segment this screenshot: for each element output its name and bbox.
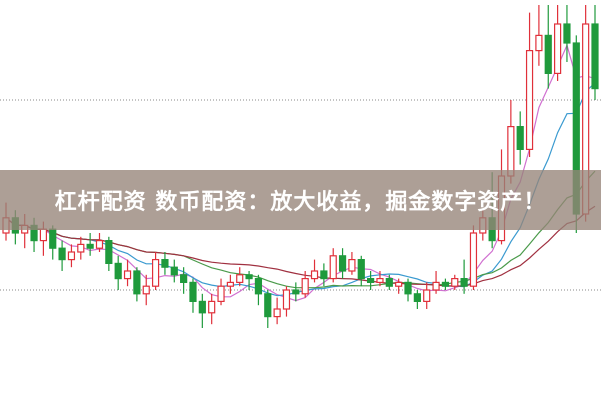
candle-body xyxy=(413,293,421,302)
candle-body xyxy=(133,270,141,295)
candle-body xyxy=(264,293,272,318)
candle-body xyxy=(338,255,347,272)
candle-body xyxy=(460,278,468,287)
candle-body xyxy=(236,274,244,283)
candle-body xyxy=(591,23,599,90)
candle-body xyxy=(329,255,337,280)
candle-body xyxy=(320,270,328,280)
candle-body xyxy=(451,278,459,287)
candle-body xyxy=(151,259,160,287)
candle-body xyxy=(535,34,543,52)
candle-body xyxy=(142,285,150,295)
candle-body xyxy=(441,281,450,287)
candle-body xyxy=(292,289,300,295)
candle-body xyxy=(423,289,431,302)
banner-title: 杠杆配资 数币配资：放大收益，掘金数字资产！ xyxy=(54,190,547,215)
candle-body xyxy=(404,281,412,295)
candle-body xyxy=(525,49,534,151)
candle-body xyxy=(114,262,122,280)
candle-body xyxy=(95,240,104,249)
candle-body xyxy=(469,232,478,287)
candle-body xyxy=(301,278,309,295)
candle-body xyxy=(39,228,47,242)
candle-body xyxy=(282,289,291,310)
candle-body xyxy=(217,285,225,303)
title-banner: 杠杆配资 数币配资：放大收益，掘金数字资产！ xyxy=(0,170,601,230)
candle-body xyxy=(161,259,169,268)
moving-average-line xyxy=(5,82,596,297)
candle-body xyxy=(385,278,393,287)
candle-body xyxy=(348,259,356,272)
candle-body xyxy=(198,300,206,314)
candle-body xyxy=(77,243,85,253)
candle-body xyxy=(208,300,216,314)
candle-body xyxy=(105,240,113,265)
candle-body xyxy=(123,270,132,280)
candle-body xyxy=(49,228,57,249)
candle-body xyxy=(245,274,253,280)
candle-body xyxy=(554,23,562,75)
candle-body xyxy=(376,278,384,284)
candle-body xyxy=(273,308,281,318)
candle-body xyxy=(180,274,188,283)
candle-body xyxy=(254,278,263,295)
candle-body xyxy=(67,251,76,261)
candle-body xyxy=(170,266,178,276)
candle-body xyxy=(58,247,66,261)
candle-body xyxy=(86,243,94,249)
candle-body xyxy=(563,23,571,44)
candle-body xyxy=(432,281,440,291)
candle-body xyxy=(516,125,524,150)
candle-body xyxy=(226,281,234,287)
candle-body xyxy=(544,34,552,75)
candle-body xyxy=(507,125,515,177)
candle-body xyxy=(310,270,319,280)
candle-body xyxy=(395,281,403,287)
candle-body xyxy=(367,278,375,284)
candle-body xyxy=(189,281,197,302)
moving-average-line xyxy=(5,43,596,302)
moving-average-line xyxy=(5,205,596,287)
candle-body xyxy=(357,259,365,280)
